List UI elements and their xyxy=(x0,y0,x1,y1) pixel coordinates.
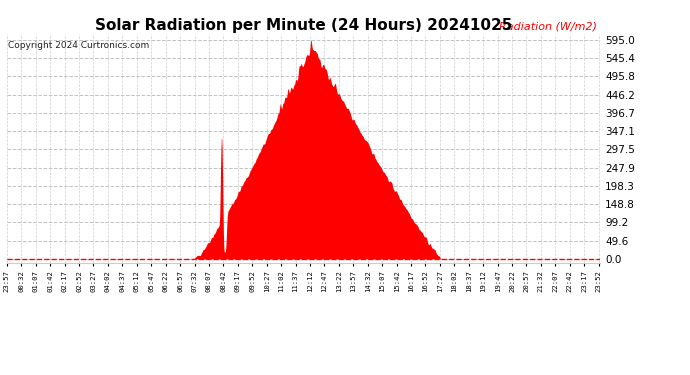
Text: Copyright 2024 Curtronics.com: Copyright 2024 Curtronics.com xyxy=(8,40,149,50)
Text: Radiation (W/m2): Radiation (W/m2) xyxy=(500,21,598,32)
Title: Solar Radiation per Minute (24 Hours) 20241025: Solar Radiation per Minute (24 Hours) 20… xyxy=(95,18,512,33)
